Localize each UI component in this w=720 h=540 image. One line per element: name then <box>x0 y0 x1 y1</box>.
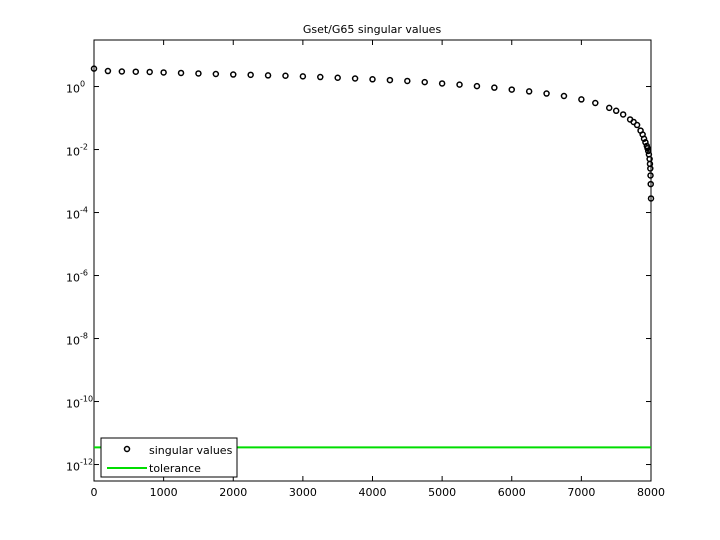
data-point <box>491 84 498 91</box>
data-point <box>438 80 446 87</box>
data-point <box>160 69 167 76</box>
x-tick-label: 3000 <box>289 486 317 499</box>
plot-area <box>93 39 652 482</box>
data-point <box>299 73 307 80</box>
data-point <box>644 144 651 152</box>
data-point <box>369 76 376 83</box>
data-point <box>118 68 126 75</box>
data-point <box>640 135 648 142</box>
x-tick-label: 4000 <box>359 486 387 499</box>
x-tick-label: 1000 <box>150 486 178 499</box>
data-point <box>578 96 585 103</box>
data-point <box>282 72 289 79</box>
data-point <box>195 70 202 77</box>
data-point <box>404 77 411 85</box>
x-tick-label: 0 <box>91 486 98 499</box>
x-tick-label: 8000 <box>637 486 665 499</box>
legend-box <box>100 437 238 478</box>
data-point <box>146 68 153 76</box>
data-point <box>642 139 649 146</box>
data-point <box>543 90 550 97</box>
data-point <box>421 78 428 86</box>
legend-label: tolerance <box>149 462 201 475</box>
data-point <box>456 81 463 88</box>
data-point <box>644 147 652 155</box>
data-point <box>230 71 237 78</box>
legend-label: singular values <box>149 444 233 457</box>
data-point <box>317 73 324 81</box>
data-point <box>612 107 620 115</box>
data-point <box>560 92 568 100</box>
x-tick-label: 6000 <box>498 486 526 499</box>
data-point <box>619 111 627 118</box>
data-point <box>508 86 515 93</box>
data-point <box>647 180 654 188</box>
data-point <box>592 99 599 107</box>
data-point <box>386 76 394 84</box>
data-point <box>473 82 481 90</box>
data-point <box>104 67 112 75</box>
data-point <box>90 65 98 72</box>
x-tick-label: 7000 <box>567 486 595 499</box>
data-point <box>647 172 654 179</box>
x-tick-label: 2000 <box>219 486 247 499</box>
data-point <box>132 68 140 75</box>
data-point <box>351 75 359 82</box>
data-point <box>177 69 185 77</box>
data-point <box>633 121 641 129</box>
data-point <box>334 74 341 81</box>
legend-swatch <box>123 445 131 453</box>
x-tick-label: 5000 <box>428 486 456 499</box>
data-point <box>212 70 220 78</box>
data-point <box>605 104 613 112</box>
data-point <box>525 88 533 95</box>
data-point <box>264 72 272 79</box>
chart-title: Gset/G65 singular values <box>303 23 442 36</box>
data-point <box>647 165 654 172</box>
data-point <box>247 71 254 79</box>
data-point <box>647 195 655 202</box>
